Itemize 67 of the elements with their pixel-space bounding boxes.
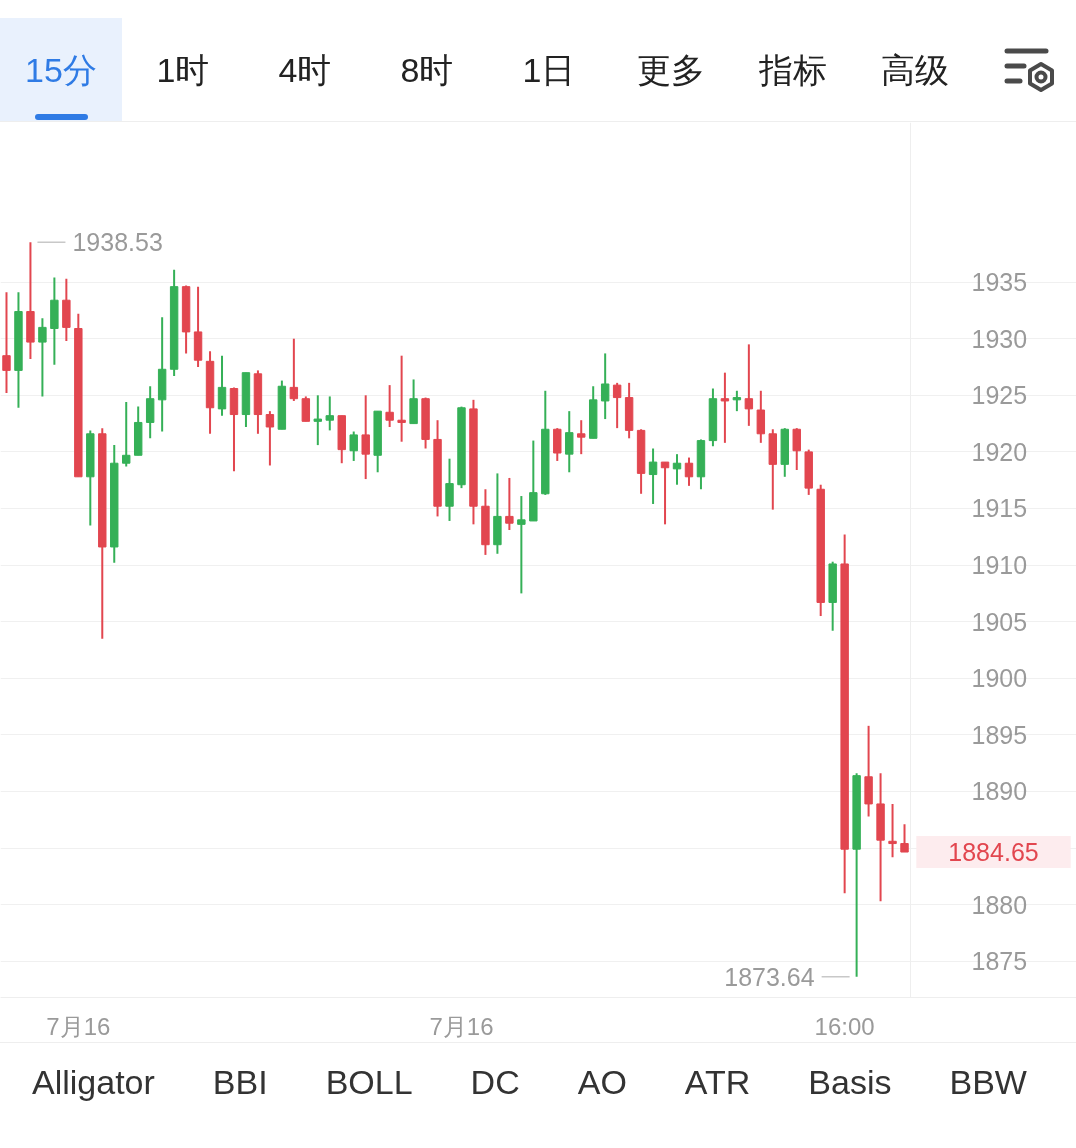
candlestick [900, 823, 909, 854]
candlestick [301, 395, 311, 423]
candlestick [577, 419, 586, 456]
text: BOLL [325, 1062, 413, 1104]
candlestick [361, 394, 370, 481]
text: 指标 [758, 49, 828, 91]
x-tick-label: 7月16 [429, 1012, 494, 1040]
text: 8时 [399, 49, 455, 91]
tab-selected: 15分 [0, 18, 122, 121]
candlestick [313, 394, 323, 447]
candlestick [553, 427, 562, 462]
text: Alligator [32, 1062, 155, 1104]
y-tick-label: 1875 [971, 947, 1028, 976]
x-tick-label: 7月16 [46, 1012, 111, 1040]
candlestick [732, 389, 742, 413]
x-tick-label: 16:00 [814, 1012, 875, 1040]
text: DC [470, 1062, 520, 1104]
text: 1时 [155, 49, 211, 91]
y-tick-label: 1915 [971, 494, 1028, 523]
y-tick-label: 1930 [971, 324, 1028, 353]
candlestick [145, 385, 155, 440]
candlestick [385, 384, 394, 428]
candlestick [600, 352, 610, 421]
candlestick [756, 389, 766, 444]
candlestick [720, 371, 730, 444]
text: AO [577, 1062, 627, 1104]
candlestick [517, 495, 526, 595]
text: BBI [212, 1062, 268, 1104]
annotation: 1873.64 [724, 962, 815, 991]
text: 1884.65 [948, 838, 1039, 867]
candlestick [684, 456, 694, 487]
candlestick [672, 453, 682, 486]
y-tick-label: 1920 [971, 437, 1028, 466]
candlestick [397, 354, 406, 443]
y-tick-label: 1895 [971, 720, 1028, 749]
y-tick-label: 1890 [971, 777, 1028, 806]
y-tick-label: 1880 [971, 890, 1028, 919]
candlestick [612, 381, 622, 430]
candlestick [505, 476, 514, 531]
y-tick-label: 1925 [971, 381, 1028, 410]
candlestick [648, 447, 658, 505]
candlestick [217, 354, 227, 417]
candlestick [122, 401, 131, 468]
candlestick [349, 430, 358, 462]
candlestick [289, 337, 299, 402]
candlestick [888, 802, 897, 859]
candlestick [744, 343, 754, 427]
y-tick-label: 1900 [971, 664, 1028, 693]
text: 4时 [277, 49, 333, 91]
candlestick [565, 410, 574, 474]
text: 1日 [521, 49, 577, 91]
y-tick-label: 1910 [971, 551, 1028, 580]
candlestick [38, 317, 47, 398]
y-tick-label: 1905 [971, 607, 1028, 636]
candlestick [445, 457, 454, 522]
text: Basis [808, 1062, 892, 1104]
candlestick [265, 410, 275, 467]
candlestick [660, 461, 670, 526]
text: ATR [684, 1062, 751, 1104]
candlestick [2, 291, 11, 395]
annotation: 1938.53 [72, 228, 163, 257]
text: BBW [949, 1062, 1027, 1104]
text: 更多 [636, 49, 706, 91]
y-tick-label: 1935 [971, 268, 1028, 297]
candlestick [792, 427, 801, 472]
candlestick [325, 395, 334, 432]
text: 高级 [880, 49, 950, 91]
